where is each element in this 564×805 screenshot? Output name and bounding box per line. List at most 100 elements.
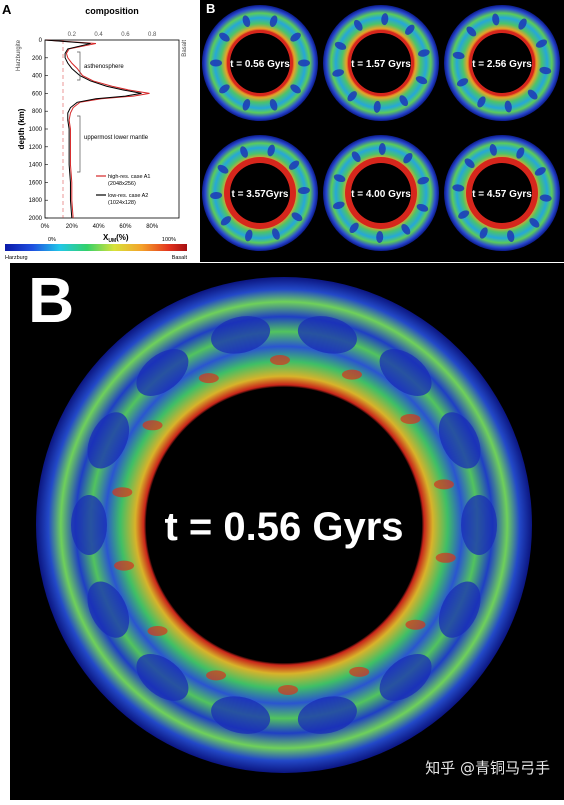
plume-blob: [210, 59, 222, 67]
plume-blob: [539, 194, 552, 202]
y-tick-labels: 0 200 400 600 800 1000 1200 1400 1600 1800 2000: [29, 38, 48, 222]
plume-cell: [438, 412, 481, 469]
snapshot-time-label: t = 2.56 Gyrs: [472, 59, 532, 70]
plume-blob: [477, 96, 486, 108]
plume-blob: [539, 66, 552, 75]
plume-blob: [269, 99, 278, 111]
snapshot-core: [230, 33, 290, 93]
snapshot-6: t = 4.57 Gyrs: [444, 135, 560, 251]
top-tick-label: 0.8: [148, 32, 157, 38]
snapshot-3: t = 2.56 Gyrs: [444, 5, 560, 121]
plume-blob: [416, 203, 429, 212]
x-axis-label: XUM(%): [103, 233, 129, 244]
plume-blob: [290, 84, 301, 94]
plume-blob: [527, 89, 538, 100]
basalt-end-label: Basalt: [182, 40, 188, 57]
plume-blob: [298, 59, 310, 67]
basalt-pocket: [112, 487, 133, 498]
series-line-1: [44, 39, 150, 219]
basalt-pocket: [433, 479, 454, 490]
y-axis-label: depth (km): [17, 108, 26, 149]
snapshot-grid: t = 0.56 Gyrs t = 1.57 Gyrs t = 2.56 Gyrs t…: [202, 5, 560, 251]
snapshot-2: t = 1.57 Gyrs: [323, 5, 439, 121]
core-disk: [146, 387, 422, 663]
x-tick-label: 0%: [41, 224, 50, 230]
x-tick-label: 80%: [146, 224, 159, 230]
large-time-label: t = 0.56 Gyrs: [164, 505, 403, 549]
basalt-pocket: [435, 552, 456, 563]
plume-blob: [333, 174, 346, 183]
snapshot-5: t = 4.00 Gyrs: [323, 135, 439, 251]
basalt-pocket: [349, 666, 370, 677]
plume-blob: [405, 24, 415, 35]
basalt-pocket: [142, 420, 163, 431]
harzburgite-end-label: Harzburgite: [16, 39, 22, 71]
lower-mantle-bracket: [77, 115, 81, 173]
plume-blob: [332, 201, 345, 210]
panel-b-label: B: [206, 1, 216, 16]
plume-blob: [378, 143, 386, 156]
lower-mantle-annotation: uppermost lower mantle: [84, 135, 149, 141]
top-tick-label: 0.6: [121, 32, 130, 38]
basalt-pocket: [269, 355, 290, 366]
snapshot-core: [472, 33, 532, 93]
convection-plumes: [71, 316, 497, 734]
plume-blob: [534, 167, 546, 176]
snapshot-time-label: t = 1.57 Gyrs: [351, 59, 411, 70]
plume-cell: [136, 349, 189, 396]
plume-blob: [456, 78, 469, 87]
plume-blob: [417, 176, 430, 185]
y-tick-label: 200: [32, 56, 43, 62]
plume-blob: [399, 95, 409, 107]
plume-blob: [242, 15, 251, 27]
x-tick-label: 20%: [66, 224, 79, 230]
plume-blob: [291, 212, 303, 222]
plume-blob: [529, 217, 540, 228]
plume-cell: [297, 316, 357, 354]
plume-cell: [438, 581, 481, 638]
plume-cell: [379, 654, 432, 701]
basalt-pocket: [341, 369, 362, 380]
series-line-2: [44, 39, 142, 219]
plume-blob: [403, 152, 413, 164]
series-lines: [44, 39, 150, 219]
plume-blob: [297, 186, 310, 195]
snapshot-1: t = 0.56 Gyrs: [202, 5, 318, 121]
panel-b-time-series: t = 0.56 Gyrs t = 1.57 Gyrs t = 2.56 Gyrs t…: [200, 0, 564, 262]
top-tick-label: 0.4: [94, 32, 103, 38]
plume-blob: [489, 143, 497, 156]
colorbar-min-label: 0%: [48, 237, 56, 243]
y-tick-label: 1400: [29, 163, 43, 169]
y-tick-label: 0: [39, 38, 43, 44]
basalt-pocket: [405, 619, 426, 630]
snapshot-core: [230, 163, 290, 223]
y-tick-label: 2000: [29, 216, 43, 222]
y-tick-label: 400: [32, 74, 43, 80]
plume-blob: [245, 229, 253, 242]
y-tick-label: 1200: [29, 145, 43, 151]
plume-cell: [379, 349, 432, 396]
y-tick-label: 600: [32, 91, 43, 97]
plume-blob: [507, 230, 515, 243]
legend-a2-detail: (1024x128): [108, 200, 136, 206]
plume-blob: [415, 76, 428, 85]
panel-b-large-snapshot: t = 0.56 Gyrs B: [10, 263, 564, 800]
plume-blob: [332, 69, 345, 77]
plume-blob: [376, 230, 384, 243]
plume-blob: [417, 49, 430, 57]
basalt-pocket: [278, 684, 299, 695]
top-tick-labels: 0.2 0.4 0.6 0.8: [68, 32, 157, 38]
snapshot-core: [351, 33, 411, 93]
snapshot-time-label: t = 4.57 Gyrs: [472, 189, 532, 200]
plume-blob: [220, 216, 232, 226]
panel-a-label: A: [2, 2, 12, 17]
plume-blob: [219, 84, 230, 94]
basalt-pocket: [400, 414, 421, 425]
plume-blob: [452, 184, 465, 192]
plume-cell: [211, 316, 271, 354]
y-tick-label: 1800: [29, 198, 43, 204]
plume-blob: [269, 15, 278, 27]
basalt-pocket: [198, 373, 219, 384]
colorbar: [5, 244, 187, 251]
legend-a2-name: low-res. case A2: [108, 193, 148, 199]
